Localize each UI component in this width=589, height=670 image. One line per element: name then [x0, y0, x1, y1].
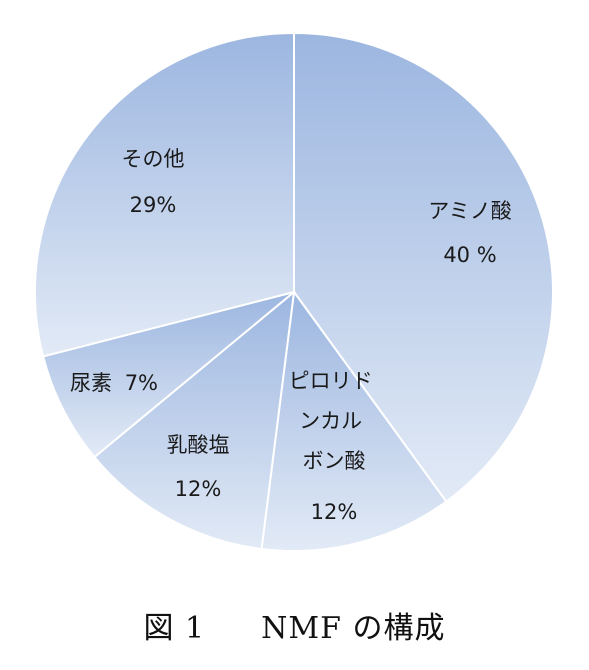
pie-slice-amino-acid [293, 31, 554, 503]
pie-chart: アミノ酸 40 % ピロリド ンカル ボン酸 12% 乳酸塩 12% 尿素 7%… [34, 31, 554, 552]
slice-label-pca-line-2: ンカル [299, 409, 362, 433]
slice-label-urea-name: 尿素 [70, 371, 112, 395]
slice-label-pca: ピロリド ンカル ボン酸 [289, 369, 380, 473]
slice-label-urea: 尿素 7% [70, 371, 158, 395]
slice-value-urea: 7% [125, 371, 158, 395]
pie-slice-lactate [93, 289, 296, 551]
figure-number: 図 1 [143, 611, 206, 646]
slice-label-pca-line-3: ボン酸 [303, 449, 366, 473]
slice-value-pca: 12% [311, 500, 358, 524]
figure-title: NMF の構成 [261, 611, 446, 646]
slice-value-amino-acid: 40 % [443, 243, 496, 267]
slice-value-lactate: 12% [175, 477, 222, 501]
slice-label-amino-acid: アミノ酸 [428, 199, 512, 223]
slice-label-other: その他 [122, 147, 185, 171]
figure-caption: 図 1 NMF の構成 [0, 603, 589, 647]
pie-slice-pca [260, 289, 448, 552]
pie-slice-urea [41, 291, 295, 459]
pie-slice-other [34, 31, 295, 358]
slice-value-other: 29% [130, 193, 177, 217]
slice-label-pca-line-1: ピロリド [289, 369, 373, 393]
slice-label-lactate: 乳酸塩 [167, 433, 230, 457]
pie-slices [34, 31, 554, 552]
